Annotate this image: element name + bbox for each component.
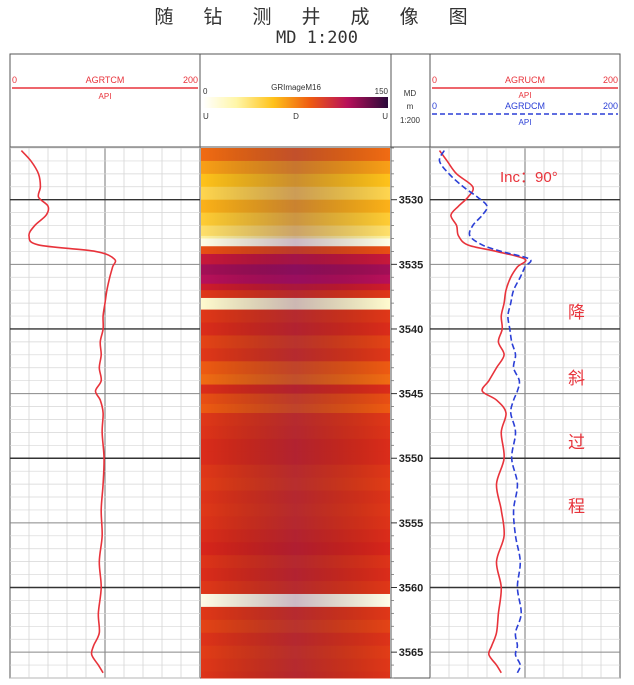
process-char-1: 降 xyxy=(568,303,585,322)
image-track-header: GRImageM16 0 150 U D U xyxy=(203,83,389,121)
depth-tick-label: 3535 xyxy=(399,259,423,271)
depth-axis: 3530 3535 3540 3545 3550 3555 3560 3565 xyxy=(391,147,423,679)
depth-track-header: MD m 1:200 xyxy=(400,89,421,125)
depth-tick-label: 3530 xyxy=(399,195,423,207)
curve-agrdcm xyxy=(438,150,532,674)
depth-scale: 1:200 xyxy=(400,116,421,125)
depth-tick-label: 3555 xyxy=(399,518,423,530)
left-track-grid xyxy=(10,147,200,679)
depth-tick-label: 3540 xyxy=(399,324,423,336)
depth-tick-label: 3545 xyxy=(399,389,423,401)
chart-title: 随 钻 测 井 成 像 图 xyxy=(154,6,480,28)
right-1-unit-label: API xyxy=(519,91,532,100)
right-2-unit-label: API xyxy=(519,118,532,127)
process-char-3: 过 xyxy=(568,433,585,452)
image-min-label: 0 xyxy=(203,87,208,96)
left-curves xyxy=(20,150,117,674)
right-curves xyxy=(438,150,532,674)
right-2-curve-name: AGRDCM xyxy=(505,101,545,111)
right-1-max-label: 200 xyxy=(603,75,618,85)
left-track-header: 0 AGRTCM 200 API xyxy=(12,75,198,101)
right-2-min-label: 0 xyxy=(432,101,437,111)
image-track xyxy=(201,148,390,679)
image-max-label: 150 xyxy=(375,87,389,96)
process-char-2: 斜 xyxy=(568,369,585,388)
depth-tick-label: 3550 xyxy=(399,453,423,465)
depth-tick-label: 3560 xyxy=(399,583,423,595)
curve-agrtcm xyxy=(20,150,117,674)
left-max-label: 200 xyxy=(183,75,198,85)
process-char-4: 程 xyxy=(568,497,585,516)
left-min-label: 0 xyxy=(12,75,17,85)
right-2-max-label: 200 xyxy=(603,101,618,111)
image-label-u1: U xyxy=(203,112,209,121)
image-colorbar xyxy=(203,97,388,108)
right-track-header: 0 AGRUCM 200 API 0 AGRDCM 200 API xyxy=(432,75,618,127)
left-curve-name: AGRTCM xyxy=(86,75,125,85)
right-1-curve-name: AGRUCM xyxy=(505,75,545,85)
left-unit-label: API xyxy=(99,92,112,101)
depth-label: MD xyxy=(404,89,417,98)
image-label-d: D xyxy=(293,112,299,121)
right-track-grid xyxy=(430,147,620,679)
image-curve-name: GRImageM16 xyxy=(271,83,321,92)
chart-subtitle: MD 1:200 xyxy=(276,28,358,48)
curve-agrucm xyxy=(438,150,527,674)
depth-tick-label: 3565 xyxy=(399,647,423,659)
image-label-u2: U xyxy=(382,112,388,121)
right-1-min-label: 0 xyxy=(432,75,437,85)
depth-unit: m xyxy=(407,102,414,111)
inclination-annotation: Inc：90° xyxy=(500,169,558,186)
image-shading xyxy=(201,148,390,678)
